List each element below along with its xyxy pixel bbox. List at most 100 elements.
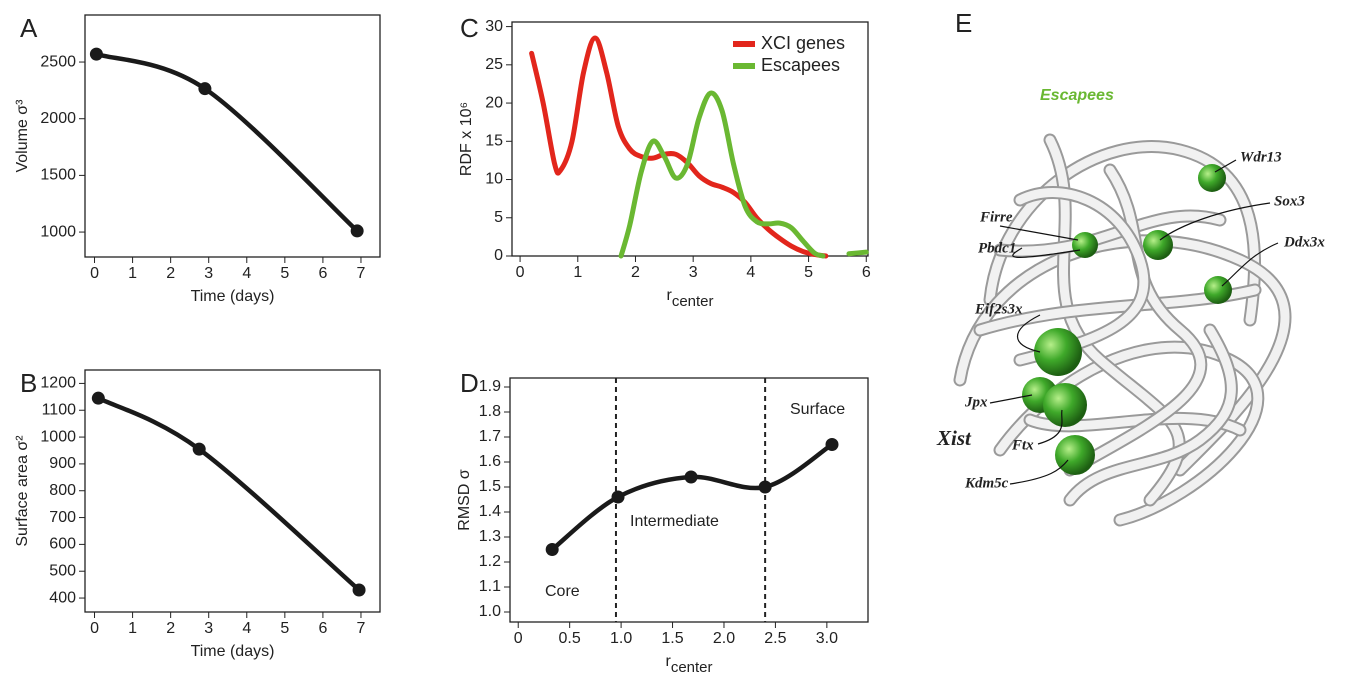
gene-label: Xist [936,426,972,450]
region-label: Intermediate [630,513,719,530]
panel-letter: B [20,368,37,398]
y-tick-label: 700 [49,509,76,526]
y-tick-label: 1.4 [479,503,501,520]
x-tick-label: 7 [357,265,366,282]
y-tick-label: 600 [49,536,76,553]
y-tick-label: 1500 [40,167,76,184]
gene-label: Sox3 [1274,193,1305,209]
y-tick-label: 1200 [40,375,76,392]
x-tick-label: 2.5 [764,630,786,647]
data-point [192,442,206,456]
model-title: Escapees [1040,87,1114,104]
x-tick-label: 2.0 [713,630,735,647]
gene-label: Firre [979,209,1013,225]
sphere [1055,435,1095,475]
polymer-tubes [953,133,1292,527]
y-tick-label: 1.6 [479,453,501,470]
x-tick-label: 2 [631,264,640,281]
gene-label: Ftx [1011,437,1034,453]
y-tick-label: 2000 [40,110,76,127]
x-tick-label: 0 [514,630,523,647]
escapee-spheres [1022,164,1232,475]
y-axis-label: RMSD σ [456,469,473,531]
y-tick-label: 1.1 [479,578,501,595]
y-tick-label: 25 [485,56,503,73]
x-tick-label: 2 [166,265,175,282]
y-tick-label: 900 [49,455,76,472]
x-axis-label-main: Time (days) [191,643,275,660]
gene-label: Kdm5c [964,475,1009,491]
data-line [549,442,835,552]
y-tick-label: 20 [485,94,503,111]
x-axis-label-sub: center [672,293,714,310]
panel: A 0 1 2 3 4 5 6 7 1000 1500 2000 2500 Time (days) Volu… [14,13,381,305]
gene-label: Jpx [964,394,988,410]
y-tick-label: 1.9 [479,378,501,395]
data-line [618,90,869,259]
x-tick-label: 1.0 [610,630,632,647]
x-tick-label: 4 [242,265,251,282]
y-tick-label: 1000 [40,428,76,445]
gene-label: Pbdc1 [978,240,1016,256]
data-point [684,470,698,484]
y-tick-label: 1.5 [479,478,501,495]
y-tick-label: 800 [49,482,76,499]
y-tick-label: 1100 [42,401,77,418]
y-tick-label: 1.0 [479,603,501,620]
x-tick-label: 3 [204,265,213,282]
plot-frame [509,377,869,623]
region-label: Core [545,583,580,600]
y-tick-label: 5 [494,209,503,226]
x-tick-label: 5 [804,264,813,281]
x-tick-label: 0 [90,265,99,282]
sphere [1072,232,1098,258]
x-axis-label-main: r [665,653,671,670]
gene-label: Ddx3x [1283,234,1325,250]
chromosome-model: Escapees Wdr13 Firre Sox3 Pbdc1 Ddx3x Eif2s3x J… [936,87,1325,527]
x-axis-label: Time (days) [191,643,275,660]
y-tick-label: 400 [49,589,76,606]
x-tick-label: 3 [689,264,698,281]
data-point [545,543,559,556]
x-axis-label-main: Time (days) [191,288,275,305]
x-axis-label: rcenter [665,653,712,675]
panel-letter: E [955,8,972,38]
data-point [611,490,625,504]
y-tick-label: 1.8 [479,403,501,420]
data-line [529,35,829,259]
sphere [1198,164,1226,192]
panel-letter: D [460,368,479,398]
y-tick-label: 1000 [40,223,76,240]
y-tick-label: 1.2 [479,553,501,570]
x-tick-label: 1.5 [661,630,683,647]
region-label: Surface [790,401,845,418]
x-axis-label-sub: center [671,659,713,675]
panel: C 0 1 2 3 4 5 6 0 5 10 15 20 25 30 rcenter RDF x 10⁶ XCI … [458,13,871,310]
x-tick-label: 1 [128,620,137,637]
data-line [96,395,362,593]
y-tick-label: 1.3 [479,528,501,545]
data-point [758,480,772,494]
data-point [825,438,839,451]
x-tick-label: 7 [357,620,366,637]
x-tick-label: 3.0 [816,630,838,647]
x-tick-label: 0 [90,620,99,637]
plot-frame [84,14,381,258]
x-tick-label: 4 [242,620,251,637]
x-tick-label: 6 [318,265,327,282]
y-tick-label: 30 [485,18,503,35]
x-tick-label: 6 [862,264,871,281]
panel: B 0 1 2 3 4 5 6 7 400 500 600 700 800 900 1000 1100 1200 T… [14,368,381,660]
x-tick-label: 5 [280,265,289,282]
x-tick-label: 4 [746,264,755,281]
data-point [91,391,105,405]
x-axis-label: Time (days) [191,288,275,305]
y-tick-label: 10 [485,171,503,188]
x-axis-label-main: r [666,287,672,304]
x-tick-label: 1 [128,265,137,282]
plot-frame [84,369,381,613]
panel-letter: A [20,13,38,43]
panel: D 0 0.5 1.0 1.5 2.0 2.5 3.0 1.0 1.1 1.2 1.3 1.4 1.5 1.… [456,368,869,676]
sphere [1043,383,1087,427]
gene-label: Eif2s3x [974,301,1023,317]
